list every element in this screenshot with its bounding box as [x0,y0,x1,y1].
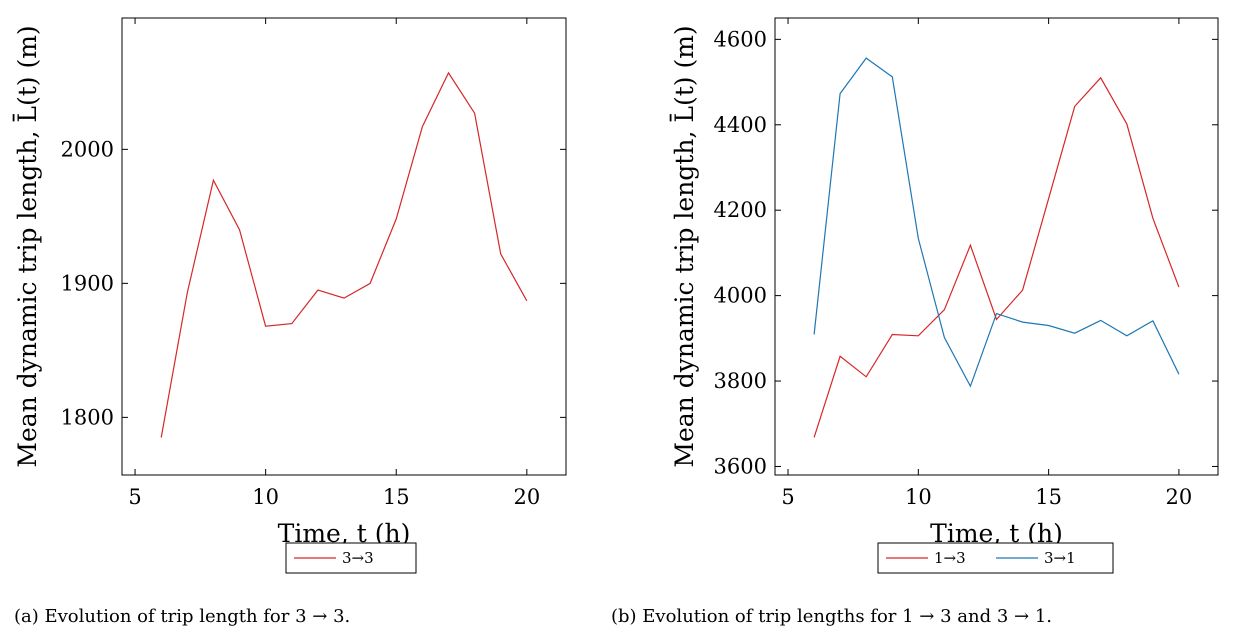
y-axis-label: Mean dynamic trip length, L̄(t) (m) [670,25,699,467]
legend: 1→3 3→1 [877,542,1114,574]
y-tick-label: 4600 [714,27,767,51]
x-tick-label: 15 [1035,485,1062,509]
x-tick-label: 10 [905,485,932,509]
y-tick-label: 4200 [714,198,767,222]
y-tick-label: 3800 [714,369,767,393]
plot-frame [774,17,1219,476]
series-line-3→1 [813,57,1180,388]
series-line-3→3 [160,71,528,438]
y-tick-label: 4400 [714,113,767,137]
y-tick-label: 4000 [714,284,767,308]
legend-entry-3→3: 3→3 [342,549,374,567]
y-tick-label: 1800 [61,405,114,429]
x-tick-label: 5 [781,485,794,509]
x-tick-label: 15 [383,485,410,509]
caption: (b) Evolution of trip lengths for 1 → 3 … [611,606,1052,627]
legend-entry-1→3: 1→3 [934,549,966,567]
series-line-1→3 [813,76,1180,438]
x-tick-label: 10 [252,485,279,509]
y-tick-label: 3600 [714,454,767,478]
x-tick-label: 20 [1166,485,1193,509]
x-tick-label: 20 [513,485,540,509]
legend-entry-3→1: 3→1 [1044,549,1076,567]
plot-frame [121,17,567,476]
caption: (a) Evolution of trip length for 3 → 3. [14,606,350,627]
x-tick-label: 5 [128,485,141,509]
legend: 3→3 [285,542,417,574]
y-axis-label: Mean dynamic trip length, L̄(t) (m) [13,25,42,467]
y-tick-label: 2000 [61,137,114,161]
y-tick-label: 1900 [61,271,114,295]
